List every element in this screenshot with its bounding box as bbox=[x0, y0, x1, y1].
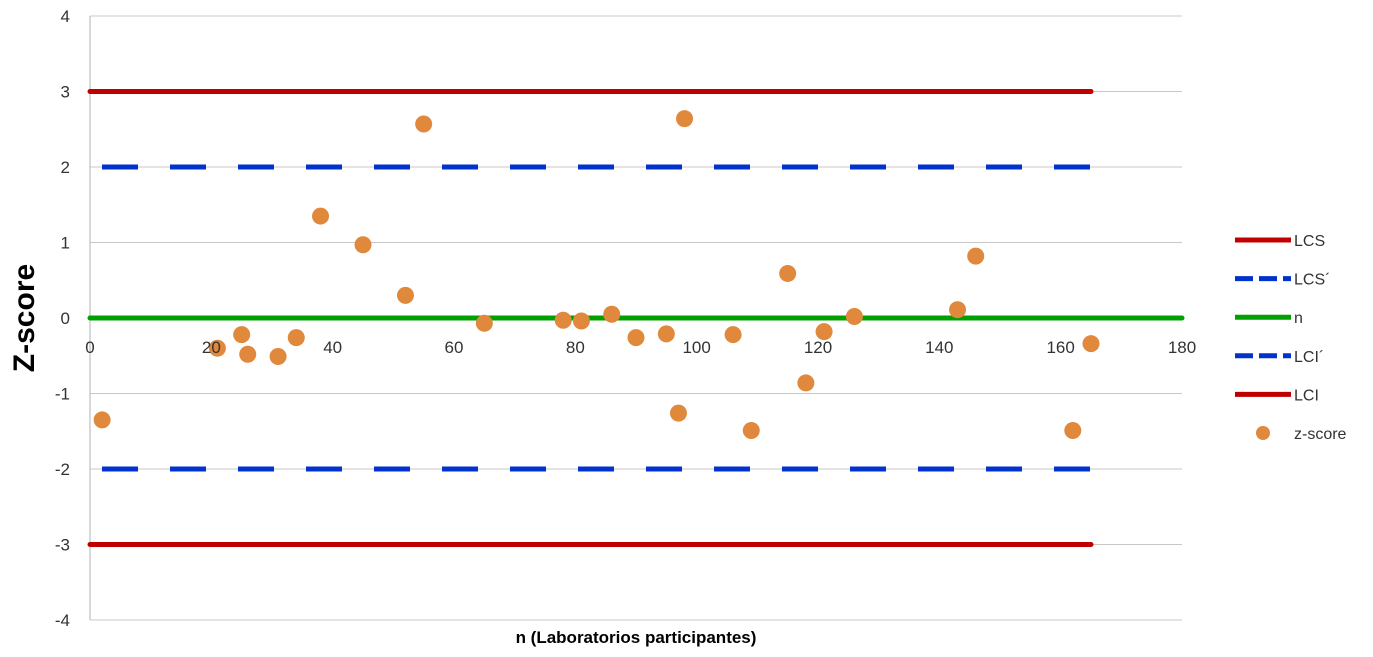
y-tick-label-3: 1 bbox=[61, 234, 70, 253]
data-point-2 bbox=[233, 326, 251, 344]
data-point-0 bbox=[93, 411, 111, 429]
data-point-7 bbox=[354, 236, 372, 254]
y-tick-label-8: -4 bbox=[55, 611, 70, 630]
z-score-points bbox=[93, 110, 1100, 439]
x-tick-label-9: 180 bbox=[1168, 338, 1196, 357]
data-point-13 bbox=[603, 305, 621, 323]
data-point-24 bbox=[949, 301, 967, 319]
data-point-15 bbox=[657, 325, 675, 343]
x-tick-label-4: 80 bbox=[566, 338, 585, 357]
data-point-9 bbox=[415, 115, 433, 133]
legend-label-2: n bbox=[1294, 310, 1303, 327]
x-tick-label-1: 20 bbox=[202, 338, 221, 357]
y-tick-label-1: 3 bbox=[61, 83, 70, 102]
x-tick-label-5: 100 bbox=[682, 338, 710, 357]
data-point-16 bbox=[669, 404, 687, 422]
x-tick-label-7: 140 bbox=[925, 338, 953, 357]
reference-lines bbox=[87, 89, 1185, 547]
y-tick-label-6: -2 bbox=[55, 460, 70, 479]
x-tick-label-8: 160 bbox=[1046, 338, 1074, 357]
data-point-10 bbox=[475, 314, 493, 332]
y-tick-label-2: 2 bbox=[61, 158, 70, 177]
data-point-20 bbox=[779, 264, 797, 282]
x-tick-labels: 0 20 40 60 80 100 120 140 160 180 bbox=[85, 338, 1196, 357]
x-tick-label-2: 40 bbox=[323, 338, 342, 357]
y-tick-labels: 4 3 2 1 0 -1 -2 -3 -4 bbox=[55, 7, 70, 630]
data-point-25 bbox=[967, 247, 985, 265]
data-point-23 bbox=[845, 307, 863, 325]
y-tick-label-0: 4 bbox=[61, 7, 70, 26]
data-point-3 bbox=[239, 345, 257, 363]
data-point-4 bbox=[269, 348, 287, 366]
x-tick-label-3: 60 bbox=[445, 338, 464, 357]
data-point-14 bbox=[627, 329, 645, 347]
data-point-8 bbox=[396, 286, 414, 304]
x-tick-label-0: 0 bbox=[85, 338, 94, 357]
data-point-5 bbox=[287, 329, 305, 347]
data-point-21 bbox=[797, 374, 815, 392]
data-point-1 bbox=[208, 339, 226, 357]
legend-label-0: LCS bbox=[1294, 233, 1325, 250]
data-point-6 bbox=[312, 207, 330, 225]
data-point-19 bbox=[742, 421, 760, 439]
data-point-17 bbox=[676, 110, 694, 128]
data-point-11 bbox=[554, 311, 572, 329]
legend-label-3: LCI´ bbox=[1294, 349, 1324, 366]
y-axis-label: Z-score bbox=[8, 264, 41, 372]
y-tick-label-4: 0 bbox=[61, 309, 70, 328]
legend-label-4: LCI bbox=[1294, 387, 1319, 404]
legend-label-1: LCS´ bbox=[1294, 272, 1330, 289]
x-tick-label-6: 120 bbox=[804, 338, 832, 357]
data-point-27 bbox=[1082, 335, 1100, 353]
data-point-18 bbox=[724, 326, 742, 344]
data-point-26 bbox=[1064, 421, 1082, 439]
y-tick-label-7: -3 bbox=[55, 536, 70, 555]
legend-label-5: z-score bbox=[1294, 426, 1347, 443]
data-point-22 bbox=[815, 323, 833, 341]
x-axis-label: n (Laboratorios participantes) bbox=[516, 628, 757, 647]
legend: LCS LCS´ n LCI´ LCI z-score bbox=[1235, 233, 1347, 443]
y-tick-label-5: -1 bbox=[55, 385, 70, 404]
legend-swatch-5 bbox=[1256, 426, 1270, 440]
data-point-12 bbox=[572, 312, 590, 330]
